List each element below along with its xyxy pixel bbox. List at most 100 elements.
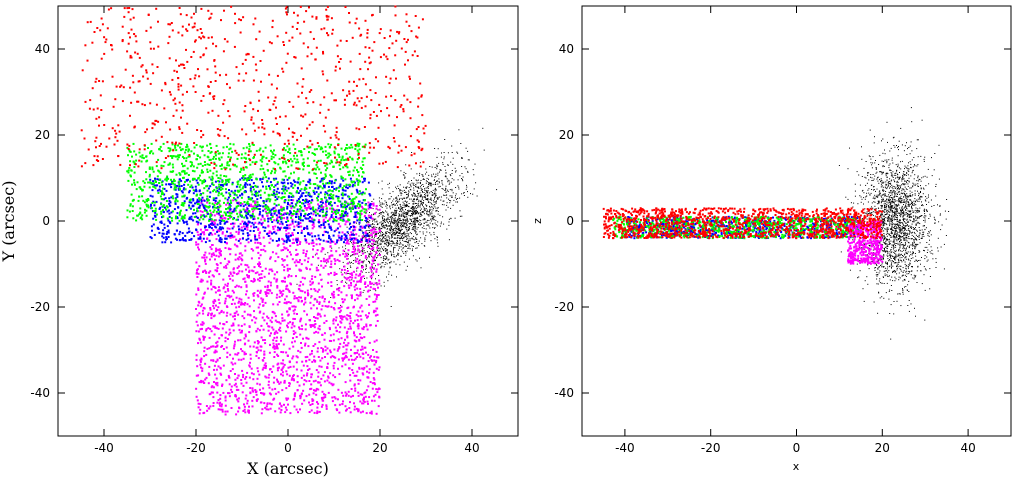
data-point <box>427 211 429 213</box>
data-point <box>156 178 159 181</box>
data-point <box>260 412 263 415</box>
data-point <box>415 186 416 188</box>
data-point <box>425 190 427 192</box>
data-point <box>281 237 284 240</box>
data-point <box>390 237 392 239</box>
data-point <box>322 247 325 250</box>
data-point <box>371 382 374 385</box>
data-point <box>242 376 244 379</box>
data-point <box>378 228 380 230</box>
data-point <box>304 195 307 197</box>
data-point <box>273 189 276 192</box>
data-point <box>426 209 428 211</box>
data-point <box>257 227 260 230</box>
data-point <box>231 222 234 225</box>
data-point <box>461 173 463 174</box>
data-point <box>384 264 386 265</box>
data-point <box>305 208 308 211</box>
data-point <box>278 212 281 214</box>
data-point <box>298 384 301 387</box>
data-point <box>272 346 275 349</box>
data-point <box>397 232 399 234</box>
data-point <box>457 152 459 154</box>
data-point <box>217 298 220 301</box>
data-point <box>414 194 416 196</box>
data-point <box>200 214 203 217</box>
data-point <box>278 321 281 324</box>
data-point <box>395 211 397 213</box>
data-point <box>360 240 363 243</box>
data-point <box>158 208 161 210</box>
data-point <box>387 225 389 227</box>
data-point <box>210 391 213 394</box>
data-point <box>404 236 406 237</box>
data-point <box>406 233 408 234</box>
data-point <box>254 195 257 198</box>
data-point <box>403 261 405 263</box>
data-point <box>442 162 444 164</box>
data-point <box>347 284 350 287</box>
data-point <box>252 205 255 208</box>
data-point <box>245 226 248 229</box>
data-point <box>266 315 269 318</box>
data-point <box>274 184 277 187</box>
data-point <box>336 288 338 291</box>
data-point <box>421 203 422 205</box>
data-point <box>396 232 397 234</box>
data-point <box>339 225 342 228</box>
data-point <box>260 336 263 339</box>
data-point <box>237 201 240 204</box>
data-point <box>374 310 377 313</box>
data-point <box>383 285 385 287</box>
data-point <box>286 324 288 327</box>
data-point <box>459 175 461 177</box>
data-point <box>442 164 444 165</box>
data-point <box>231 274 234 277</box>
data-point <box>370 206 373 209</box>
data-point <box>380 285 382 287</box>
data-point <box>296 253 299 256</box>
data-point <box>293 397 296 400</box>
data-point <box>364 278 365 279</box>
data-point <box>409 218 411 220</box>
data-point <box>359 411 362 414</box>
data-point <box>276 378 278 381</box>
data-point <box>283 379 286 382</box>
data-point <box>441 182 443 184</box>
data-point <box>275 392 278 395</box>
data-point <box>399 240 401 242</box>
data-point <box>195 261 198 264</box>
data-point <box>412 255 414 257</box>
data-point <box>194 189 197 192</box>
data-point <box>278 407 281 410</box>
data-point <box>204 258 207 261</box>
data-point <box>316 410 319 413</box>
data-point <box>196 231 199 234</box>
data-point <box>188 201 191 204</box>
data-point <box>283 181 286 184</box>
data-point <box>372 246 375 249</box>
data-point <box>244 397 247 400</box>
data-point <box>293 305 295 308</box>
data-point <box>345 409 347 412</box>
data-point <box>253 218 256 220</box>
data-point <box>282 213 285 216</box>
data-point <box>352 229 355 232</box>
data-point <box>356 287 359 290</box>
data-point <box>253 226 255 229</box>
data-point <box>333 258 336 260</box>
data-point <box>287 322 290 325</box>
data-point <box>402 251 404 253</box>
data-point <box>321 295 324 298</box>
data-point <box>407 229 409 231</box>
data-point <box>256 398 259 401</box>
data-point <box>246 264 249 267</box>
data-point <box>326 262 328 264</box>
data-point <box>375 324 377 327</box>
data-point <box>335 250 338 253</box>
data-point <box>413 235 415 237</box>
data-point <box>165 189 168 192</box>
data-point <box>443 194 445 196</box>
data-point <box>224 404 227 407</box>
data-point <box>317 371 320 374</box>
